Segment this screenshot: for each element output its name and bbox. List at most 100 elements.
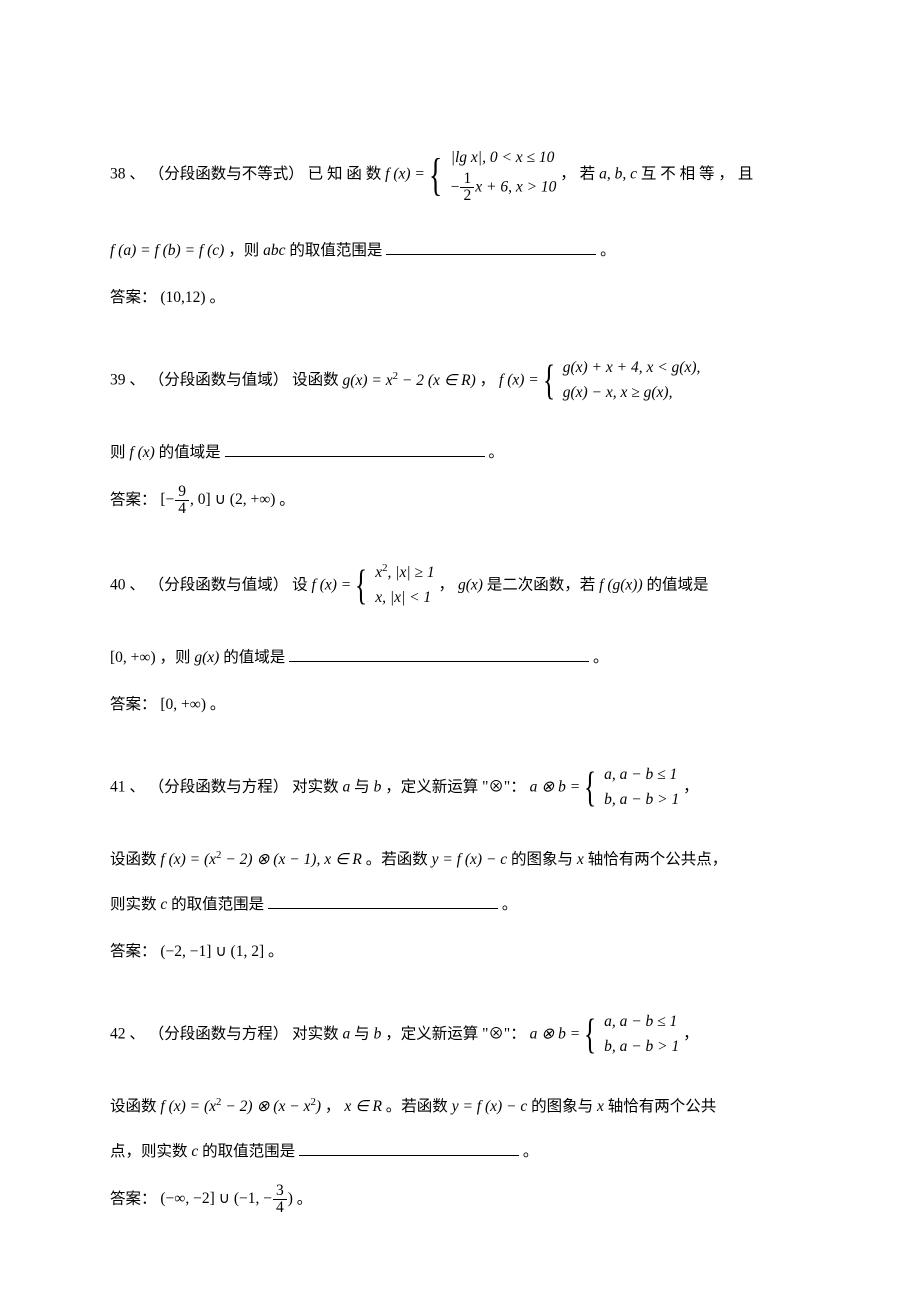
q40-l2c: g(x) xyxy=(194,649,219,666)
q38-fhead: f (x) = xyxy=(385,166,429,183)
q40-piecewise: { x2, |x| ≥ 1 x, |x| < 1 xyxy=(355,544,435,628)
answer-label: 答案： xyxy=(110,289,157,306)
q42-comma: ， xyxy=(683,1025,699,1042)
answer-label: 答案： xyxy=(110,943,157,960)
q42-yfx: y = f (x) − c xyxy=(452,1098,528,1115)
q41-mid1: 与 xyxy=(354,778,373,795)
q40-case2: x, |x| < 1 xyxy=(375,586,434,611)
q40-post3: 的值域是 xyxy=(647,576,709,593)
q39-l2c: 的值域是 xyxy=(159,444,221,461)
q42-tag: （分段函数与方程） xyxy=(149,1025,289,1042)
q42-l3a: 点，则实数 xyxy=(110,1143,191,1160)
q39-answer: 答案： [−94, 0] ∪ (2, +∞) 。 xyxy=(110,484,810,518)
q41-period: 。 xyxy=(502,896,518,913)
q39-piecewise: { g(x) + x + 4, x < g(x), g(x) − x, x ≥ … xyxy=(543,339,701,423)
q38-sep: 、 xyxy=(129,166,145,183)
q38-post2: 互 不 相 等 ， 且 xyxy=(641,166,753,183)
q39-tag: （分段函数与值域） xyxy=(149,372,289,389)
q40-ans: [0, +∞) xyxy=(160,696,206,713)
q38-ans: (10,12) xyxy=(160,289,205,306)
q42-mid1: 与 xyxy=(354,1025,373,1042)
q40-answer: 答案： [0, +∞) 。 xyxy=(110,689,810,720)
q42-piecewise: { a, a − b ≤ 1 b, a − b > 1 xyxy=(584,993,679,1077)
q38-case2: −12x + 6, x > 10 xyxy=(451,171,557,205)
q40-line2: [0, +∞) ，则 g(x) 的值域是 。 xyxy=(110,642,810,673)
q42-l2b: ， xyxy=(325,1098,341,1115)
q41-answer: 答案： (−2, −1] ∪ (1, 2] 。 xyxy=(110,936,810,967)
q40-post1: ， xyxy=(439,576,455,593)
q38-l2b: ，则 xyxy=(228,242,263,259)
q42-l3b: 的取值范围是 xyxy=(202,1143,295,1160)
answer-label: 答案： xyxy=(110,696,157,713)
q41-yfx: y = f (x) − c xyxy=(432,851,508,868)
q38-case1: |lg x|, 0 < x ≤ 10 xyxy=(451,146,557,171)
q40-pre: 设 xyxy=(292,576,311,593)
page: 38 、 （分段函数与不等式） 已 知 函 数 f (x) = { |lg x|… xyxy=(0,0,920,1302)
q39-l2a: 则 xyxy=(110,444,129,461)
q38-abc2: abc xyxy=(263,242,285,259)
q42-line2: 设函数 f (x) = (x2 − 2) ⊗ (x − x2) ， x ∈ R … xyxy=(110,1091,810,1122)
q39-line2: 则 f (x) 的值域是 。 xyxy=(110,437,810,468)
q41-mid2: ，定义新运算 "⊗"： xyxy=(385,778,526,795)
q42-c: c xyxy=(191,1143,198,1160)
answer-label: 答案： xyxy=(110,1190,157,1207)
q40-l2b: ，则 xyxy=(160,649,195,666)
q42-case2: b, a − b > 1 xyxy=(604,1035,679,1060)
q38-blank xyxy=(386,239,596,256)
q41-x: x xyxy=(577,851,584,868)
q42-period: 。 xyxy=(523,1143,539,1160)
q40-num: 40 xyxy=(110,576,126,593)
q39-case1: g(x) + x + 4, x < g(x), xyxy=(563,356,701,381)
q41-a: a xyxy=(343,778,351,795)
q41-ans-period: 。 xyxy=(268,943,284,960)
q41-line2: 设函数 f (x) = (x2 − 2) ⊗ (x − 1), x ∈ R 。若… xyxy=(110,844,810,875)
q41-line3: 则实数 c 的取值范围是 。 xyxy=(110,889,810,920)
q39-ans: [−94, 0] ∪ (2, +∞) xyxy=(160,491,279,508)
q41-tag: （分段函数与方程） xyxy=(149,778,289,795)
q41-l2d: 轴恰有两个公共点， xyxy=(588,851,728,868)
q42-l2a: 设函数 xyxy=(110,1098,160,1115)
q40-fgx: f (g(x)) xyxy=(599,576,642,593)
lbrace-icon: { xyxy=(355,544,367,628)
q41-ophead: a ⊗ b = xyxy=(530,778,584,795)
q40-tag: （分段函数与值域） xyxy=(149,576,289,593)
q41-num: 41 xyxy=(110,778,126,795)
q39-case2: g(x) − x, x ≥ g(x), xyxy=(563,381,701,406)
q41-c: c xyxy=(160,896,167,913)
q42-mid2: ，定义新运算 "⊗"： xyxy=(385,1025,526,1042)
q41-ans: (−2, −1] ∪ (1, 2] xyxy=(160,943,264,960)
q40-period: 。 xyxy=(593,649,609,666)
q42-l2e: 轴恰有两个公共 xyxy=(608,1098,717,1115)
q38-pre: 已 知 函 数 xyxy=(308,166,386,183)
q39-blank xyxy=(225,441,485,458)
q41-pre: 对实数 xyxy=(292,778,342,795)
q42-b: b xyxy=(374,1025,382,1042)
q38-abc: a, b, c xyxy=(599,166,637,183)
q42-ans: (−∞, −2] ∪ (−1, −34) xyxy=(160,1190,296,1207)
q39-ans-period: 。 xyxy=(279,491,295,508)
q42-line3: 点，则实数 c 的取值范围是 。 xyxy=(110,1136,810,1167)
q40-post2: 是二次函数，若 xyxy=(487,576,599,593)
lbrace-icon: { xyxy=(584,993,596,1077)
q40-fhead: f (x) = xyxy=(312,576,356,593)
q38-eq: f (a) = f (b) = f (c) xyxy=(110,242,224,259)
q42-answer: 答案： (−∞, −2] ∪ (−1, −34) 。 xyxy=(110,1183,810,1217)
q42-case1: a, a − b ≤ 1 xyxy=(604,1010,679,1035)
q42-ans-period: 。 xyxy=(297,1190,313,1207)
q38-line2: f (a) = f (b) = f (c) ，则 abc 的取值范围是 。 xyxy=(110,235,810,266)
q40-l2a: [0, +∞) xyxy=(110,649,156,666)
q40-l2d: 的值域是 xyxy=(223,649,285,666)
lbrace-icon: { xyxy=(584,746,596,830)
q42-ophead: a ⊗ b = xyxy=(530,1025,584,1042)
q41-l3b: 的取值范围是 xyxy=(171,896,264,913)
q40-gx: g(x) xyxy=(458,576,483,593)
q41-fxdef: f (x) = (x2 − 2) ⊗ (x − 1), x ∈ R xyxy=(160,851,361,868)
lbrace-icon: { xyxy=(543,339,555,423)
q40-line1: 40 、 （分段函数与值域） 设 f (x) = { x2, |x| ≥ 1 x… xyxy=(110,544,810,628)
q39-fx: f (x) xyxy=(129,444,154,461)
q42-fxdef: f (x) = (x2 − 2) ⊗ (x − x2) xyxy=(160,1098,321,1115)
q41-blank xyxy=(268,892,498,909)
q42-xinr: x ∈ R xyxy=(344,1098,382,1115)
q40-ans-period: 。 xyxy=(210,696,226,713)
q41-l2b: 。若函数 xyxy=(366,851,432,868)
